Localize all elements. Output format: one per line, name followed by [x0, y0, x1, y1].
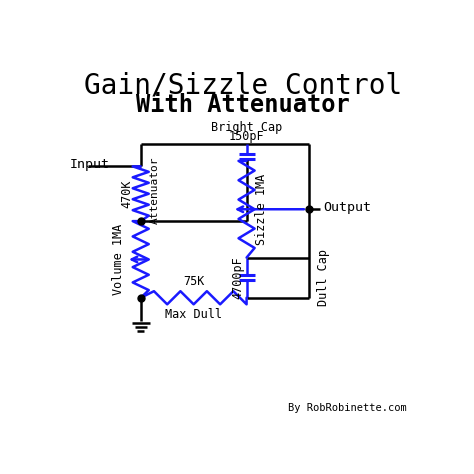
- Text: Attenuator: Attenuator: [150, 156, 160, 224]
- Text: 75K: 75K: [183, 274, 204, 288]
- Text: Input: Input: [70, 158, 109, 171]
- Text: Volume 1MA: Volume 1MA: [112, 224, 125, 295]
- Text: Gain/Sizzle Control: Gain/Sizzle Control: [84, 72, 402, 100]
- Text: 150pF: 150pF: [229, 130, 264, 143]
- Text: 470K: 470K: [120, 180, 133, 208]
- Text: With Attenuator: With Attenuator: [136, 93, 350, 118]
- Text: Sizzle 1MA: Sizzle 1MA: [255, 173, 268, 245]
- Text: Max Dull: Max Dull: [165, 308, 222, 320]
- Text: 4700pF: 4700pF: [232, 256, 245, 299]
- Text: Output: Output: [323, 201, 371, 214]
- Text: Dull Cap: Dull Cap: [317, 249, 329, 306]
- Text: By RobRobinette.com: By RobRobinette.com: [288, 403, 407, 413]
- Text: Bright Cap: Bright Cap: [211, 121, 282, 134]
